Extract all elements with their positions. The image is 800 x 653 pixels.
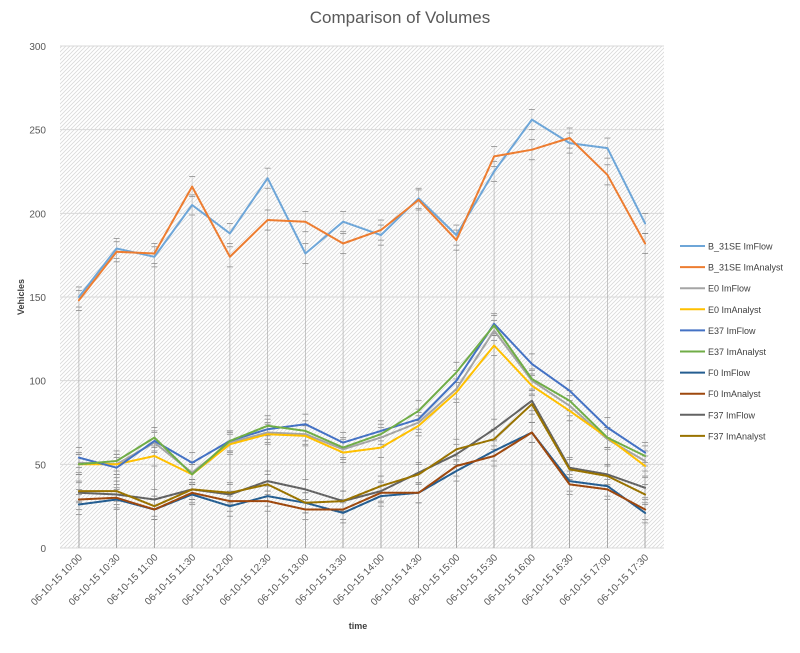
- series-line-4: [77, 344, 647, 476]
- legend-entry: B_31SE ImAnalyst: [708, 263, 784, 273]
- series-line-9: [77, 399, 647, 503]
- legend-entry: F0 ImFlow: [708, 368, 751, 378]
- y-axis-ticks: 0 50 100 150 200 250 300: [29, 42, 46, 555]
- y-tick-label: 300: [29, 42, 46, 53]
- x-axis-label: time: [349, 621, 368, 631]
- legend-entry: E37 ImAnalyst: [708, 347, 767, 357]
- legend: B_31SE ImFlow B_31SE ImAnalyst E0 ImFlow E0…: [680, 242, 784, 441]
- series-line-2: [77, 137, 647, 302]
- chart-title: Comparison of Volumes: [310, 8, 490, 27]
- gridlines: [60, 45, 664, 549]
- y-tick-label: 100: [29, 377, 46, 388]
- series-line-6: [77, 324, 647, 476]
- series-line-10: [77, 403, 647, 508]
- y-tick-label: 50: [35, 460, 47, 471]
- y-tick-label: 200: [29, 209, 46, 220]
- series-lines: [77, 118, 647, 514]
- series-line-3: [77, 329, 647, 474]
- legend-entry: F37 ImAnalyst: [708, 431, 766, 441]
- legend-entry: E37 ImFlow: [708, 326, 756, 336]
- series-line-1: [77, 118, 647, 298]
- series-line-5: [77, 322, 647, 469]
- legend-entry: E0 ImFlow: [708, 284, 751, 294]
- y-axis-label: Vehicles: [16, 279, 26, 315]
- legend-entry: E0 ImAnalyst: [708, 305, 762, 315]
- legend-entry: F0 ImAnalyst: [708, 389, 761, 399]
- legend-entry: B_31SE ImFlow: [708, 242, 773, 252]
- y-tick-label: 0: [40, 544, 46, 555]
- legend-entry: F37 ImFlow: [708, 410, 756, 420]
- y-tick-label: 150: [29, 293, 46, 304]
- series-line-8: [77, 431, 647, 511]
- y-tick-label: 250: [29, 126, 46, 137]
